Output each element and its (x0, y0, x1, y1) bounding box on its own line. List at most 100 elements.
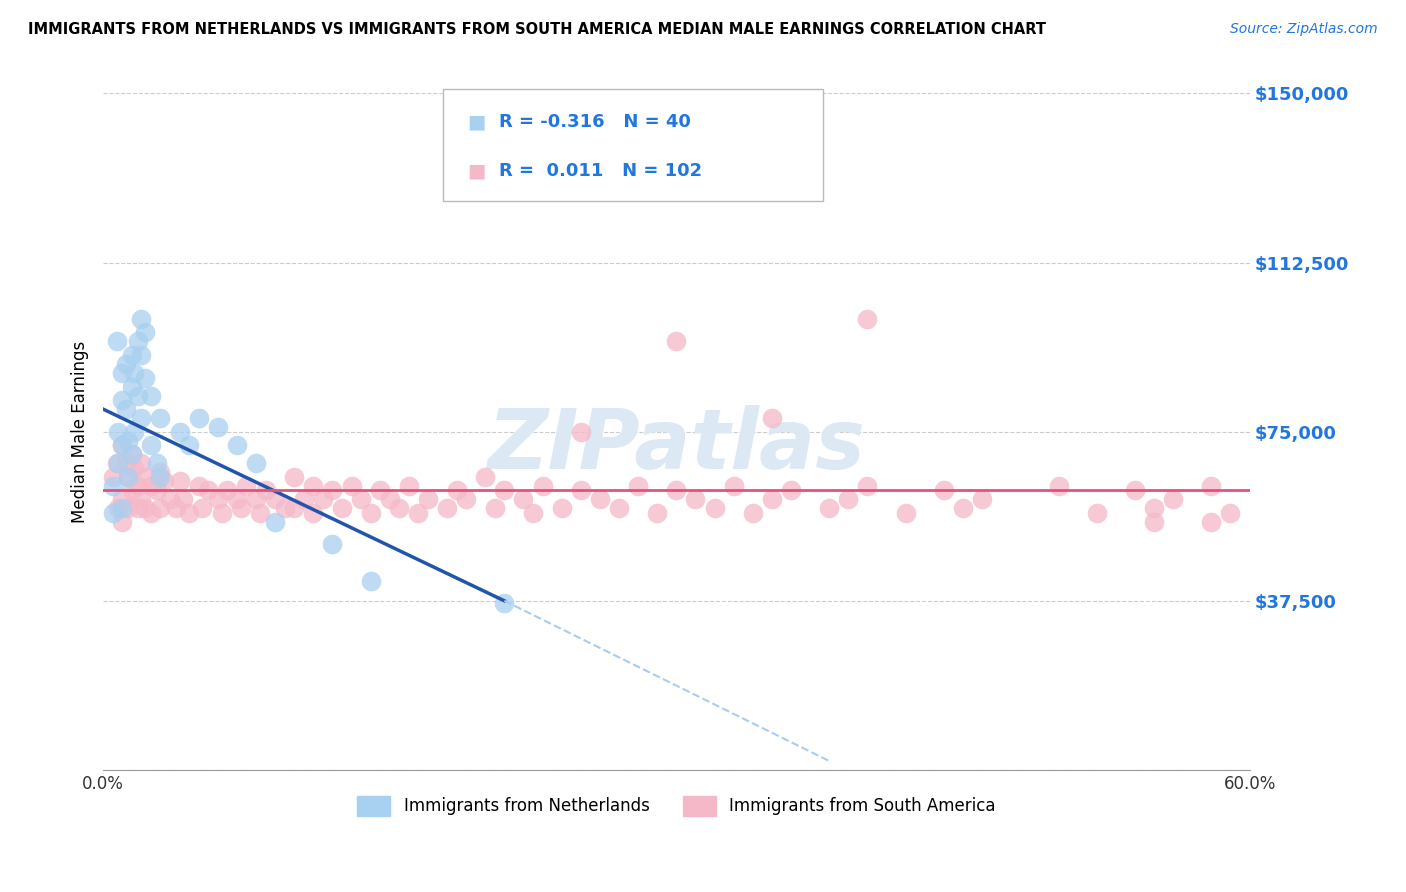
Point (111, 492, 134, 507)
Point (254, 483, 277, 498)
Point (932, 483, 955, 498)
Point (134, 470, 156, 484)
Point (1143, 501, 1166, 516)
Point (1123, 483, 1146, 498)
Point (723, 479, 745, 493)
Point (1201, 479, 1223, 493)
Point (551, 501, 574, 516)
Point (207, 492, 229, 507)
Point (531, 479, 554, 493)
Point (111, 393, 134, 408)
Point (115, 357, 138, 371)
Point (131, 492, 153, 507)
Point (378, 492, 401, 507)
Point (107, 501, 129, 516)
Point (225, 438, 247, 452)
Point (665, 483, 688, 498)
Point (1143, 515, 1166, 529)
Point (121, 379, 143, 393)
Point (145, 483, 167, 498)
Point (131, 312, 153, 326)
Point (340, 479, 363, 493)
Point (122, 460, 145, 475)
Point (436, 501, 458, 516)
Point (111, 515, 134, 529)
Text: R =  0.011   N = 102: R = 0.011 N = 102 (499, 161, 702, 179)
Point (117, 470, 139, 484)
Point (191, 501, 214, 516)
Point (111, 438, 134, 452)
Point (398, 479, 420, 493)
Point (115, 402, 138, 417)
Point (245, 492, 267, 507)
Point (818, 501, 841, 516)
Point (408, 506, 430, 520)
Point (1085, 506, 1108, 520)
Point (187, 411, 209, 425)
Text: Source: ZipAtlas.com: Source: ZipAtlas.com (1230, 22, 1378, 37)
Point (149, 411, 172, 425)
Point (217, 483, 239, 498)
Point (1201, 515, 1223, 529)
Point (127, 501, 149, 516)
Point (101, 506, 124, 520)
Point (122, 425, 145, 439)
Point (494, 596, 516, 610)
Point (101, 470, 124, 484)
Point (139, 506, 162, 520)
Point (368, 483, 391, 498)
Text: ■: ■ (467, 161, 485, 180)
Point (283, 501, 305, 516)
Point (107, 456, 129, 470)
Point (1161, 492, 1184, 507)
Point (894, 506, 917, 520)
Point (627, 479, 650, 493)
Point (761, 411, 783, 425)
Point (117, 501, 139, 516)
Point (607, 501, 630, 516)
Point (101, 479, 124, 493)
Point (292, 492, 315, 507)
Point (302, 506, 325, 520)
Point (179, 438, 201, 452)
Point (127, 334, 149, 349)
Point (856, 479, 879, 493)
Point (115, 456, 138, 470)
Point (761, 492, 783, 507)
Point (131, 348, 153, 362)
Point (589, 492, 612, 507)
Point (484, 501, 506, 516)
Text: ZIPatlas: ZIPatlas (488, 405, 865, 486)
Point (229, 501, 252, 516)
Point (302, 479, 325, 493)
Point (703, 501, 725, 516)
Point (107, 425, 129, 439)
Point (780, 483, 803, 498)
Point (837, 492, 859, 507)
Point (330, 501, 353, 516)
Point (446, 483, 468, 498)
Point (350, 492, 373, 507)
Point (197, 483, 219, 498)
Point (245, 456, 267, 470)
Point (139, 388, 162, 402)
Point (139, 479, 162, 493)
Point (665, 334, 688, 349)
Point (117, 470, 139, 484)
Point (235, 479, 257, 493)
Point (111, 366, 134, 380)
Point (321, 483, 343, 498)
Point (283, 470, 305, 484)
Point (149, 470, 172, 484)
Point (1047, 479, 1070, 493)
Point (139, 438, 162, 452)
Point (134, 326, 156, 340)
Y-axis label: Median Male Earnings: Median Male Earnings (72, 341, 89, 523)
Point (952, 501, 974, 516)
Point (121, 483, 143, 498)
Point (153, 475, 176, 489)
Point (207, 420, 229, 434)
Point (149, 501, 172, 516)
Point (149, 465, 172, 479)
Text: ■: ■ (467, 113, 485, 132)
